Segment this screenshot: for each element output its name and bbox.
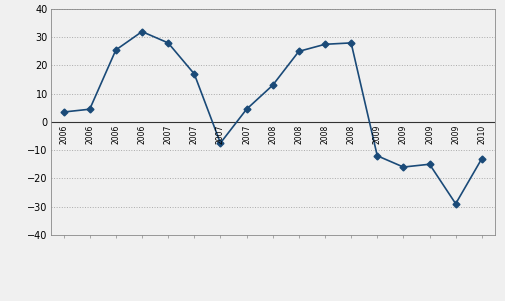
Text: 2007: 2007: [216, 125, 225, 144]
Text: 2009: 2009: [425, 125, 434, 144]
Text: 2008: 2008: [321, 125, 329, 144]
Text: 2007: 2007: [190, 125, 199, 144]
Text: 2010: 2010: [477, 125, 486, 144]
Text: 2007: 2007: [164, 125, 173, 144]
Text: 2006: 2006: [112, 125, 120, 144]
Text: 2007: 2007: [242, 125, 251, 144]
Text: 2006: 2006: [85, 125, 94, 144]
Text: 2009: 2009: [399, 125, 408, 144]
Text: 2009: 2009: [373, 125, 382, 144]
Text: 2008: 2008: [294, 125, 304, 144]
Text: 2008: 2008: [346, 125, 356, 144]
Text: 2008: 2008: [268, 125, 277, 144]
Text: 2006: 2006: [59, 125, 68, 144]
Text: 2009: 2009: [451, 125, 460, 144]
Text: 2006: 2006: [137, 125, 146, 144]
